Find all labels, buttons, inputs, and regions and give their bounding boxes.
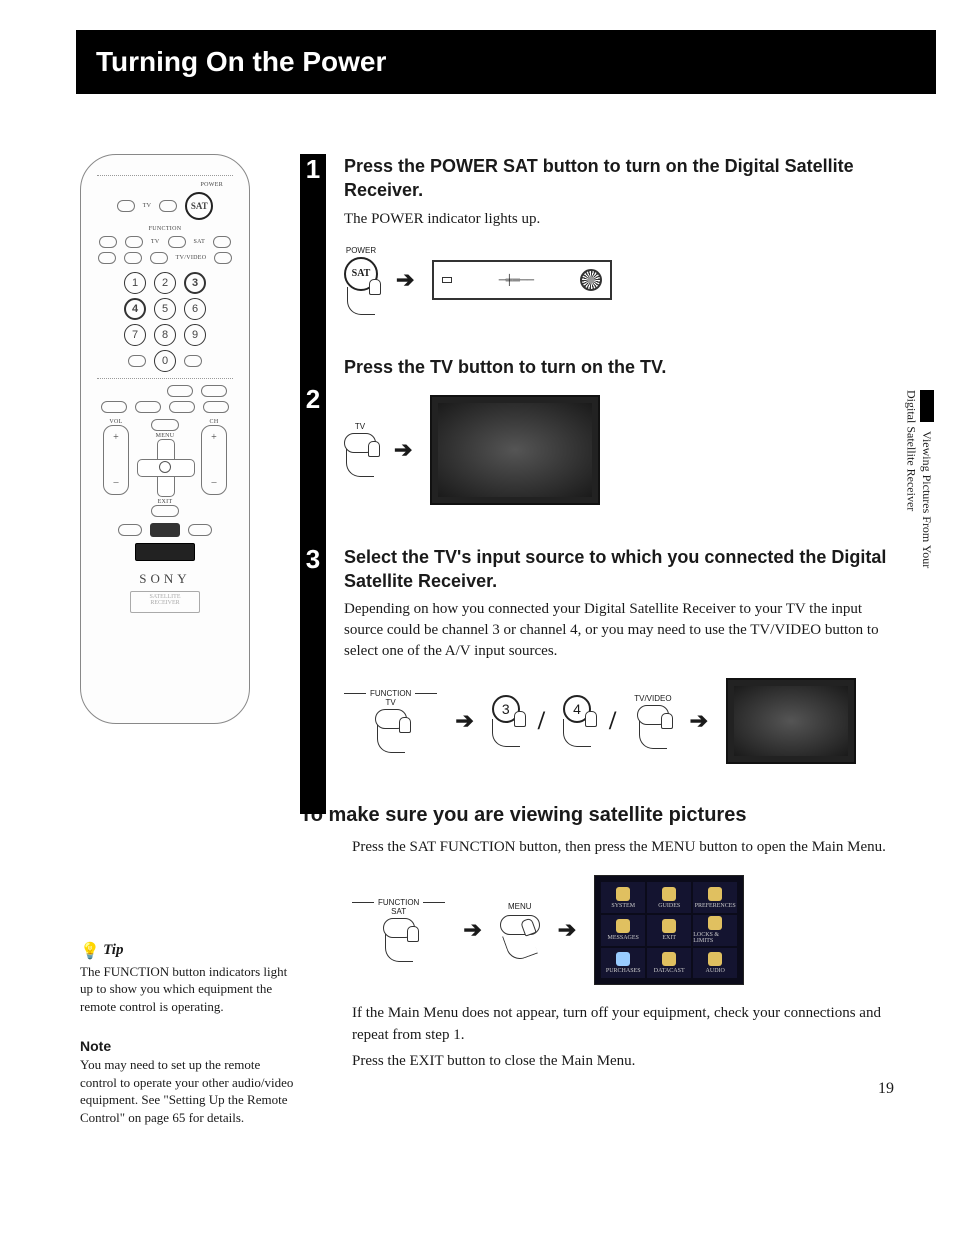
- arrow-icon: ➔: [690, 708, 708, 734]
- sony-logo: SONY: [93, 571, 237, 587]
- tip-label: Tip: [103, 942, 123, 958]
- remote-model-label: SATELLITERECEIVER: [130, 591, 200, 613]
- arrow-icon: ➔: [463, 917, 481, 943]
- hand-icon: [347, 287, 375, 315]
- receiver-front-icon: ─╪═──: [432, 260, 612, 300]
- page-number: 19: [878, 1080, 894, 1098]
- step-1-body: The POWER indicator lights up.: [344, 209, 894, 230]
- remote-illustration: POWER TV SAT FUNCTION TVSAT TV/VIDEO 123…: [80, 154, 250, 724]
- arrow-icon: ➔: [558, 917, 576, 943]
- step-1-illustration: POWER SAT ➔ ─╪═──: [344, 246, 894, 315]
- chapter-tab: Viewing Pictures From Your Digital Satel…: [903, 390, 934, 568]
- page-title: Turning On the Power: [76, 30, 936, 94]
- subsection-body-2: If the Main Menu does not appear, turn o…: [352, 1003, 894, 1047]
- remote-function-label: FUNCTION: [93, 226, 237, 232]
- remote-tv-label: TV: [143, 203, 152, 209]
- subsection-body-1: Press the SAT FUNCTION button, then pres…: [352, 837, 894, 859]
- hand-icon: [377, 725, 405, 753]
- tv-result-icon: [726, 678, 856, 764]
- note-label: Note: [80, 1037, 300, 1056]
- remote-tvvideo-label: TV/VIDEO: [176, 255, 207, 261]
- lightbulb-icon: 💡: [80, 943, 100, 960]
- step-3-illustration: FUNCTION TV ➔ 3 / 4 / TV/VIDEO: [344, 678, 894, 764]
- subsection-title: To make sure you are viewing satellite p…: [300, 804, 894, 827]
- note-body: You may need to set up the remote contro…: [80, 1056, 300, 1126]
- arrow-icon: ➔: [394, 437, 412, 463]
- subsection-body-3: Press the EXIT button to close the Main …: [352, 1051, 894, 1073]
- remote-power-label: POWER: [93, 182, 237, 188]
- tip-body: The FUNCTION button indicators light up …: [80, 963, 300, 1016]
- steps-bar: [300, 154, 326, 814]
- tvvideo-label: TV/VIDEO: [634, 694, 671, 703]
- slash-icon: /: [538, 706, 545, 736]
- arrow-icon: ➔: [396, 267, 414, 293]
- slash-icon: /: [609, 706, 616, 736]
- step-2: Press the TV button to turn on the TV. T…: [344, 355, 894, 505]
- power-label: POWER: [346, 246, 376, 255]
- tv-label: TV: [386, 698, 396, 707]
- step-3-body: Depending on how you connected your Digi…: [344, 599, 894, 662]
- menu-label: MENU: [508, 902, 532, 911]
- sat-label: SAT: [391, 907, 406, 916]
- tab-marker: [920, 390, 934, 422]
- hand-icon: [563, 719, 591, 747]
- tab-line1: Viewing Pictures From Your: [920, 431, 934, 568]
- step-1-title: Press the POWER SAT button to turn on th…: [344, 154, 894, 203]
- hand-icon: [346, 449, 374, 477]
- remote-sat-power-icon: SAT: [185, 192, 213, 220]
- hand-icon: [492, 719, 520, 747]
- tv-screen-icon: [430, 395, 600, 505]
- step-2-title: Press the TV button to turn on the TV.: [344, 355, 894, 379]
- step-number-3: 3: [300, 544, 326, 575]
- directv-logo-icon: [135, 543, 195, 561]
- tip-note-sidebar: 💡 Tip The FUNCTION button indicators lig…: [80, 940, 300, 1126]
- main-menu-screen-icon: SYSTEM GUIDES PREFERENCES MESSAGES EXIT …: [594, 875, 744, 985]
- step-1: Press the POWER SAT button to turn on th…: [344, 154, 894, 315]
- tab-line2: Digital Satellite Receiver: [904, 390, 918, 511]
- hand-icon: [385, 934, 413, 962]
- step-3: Select the TV's input source to which yo…: [344, 545, 894, 765]
- step-number-1: 1: [300, 154, 326, 185]
- function-label: FUNCTION: [370, 689, 411, 698]
- hand-icon: [639, 721, 667, 749]
- step-2-illustration: TV ➔: [344, 395, 894, 505]
- tv-label: TV: [355, 422, 365, 431]
- step-number-2: 2: [300, 384, 326, 415]
- subsection-illustration: FUNCTION SAT ➔ MENU ➔: [352, 875, 894, 985]
- function-label: FUNCTION: [378, 898, 419, 907]
- step-3-title: Select the TV's input source to which yo…: [344, 545, 894, 594]
- arrow-icon: ➔: [455, 708, 473, 734]
